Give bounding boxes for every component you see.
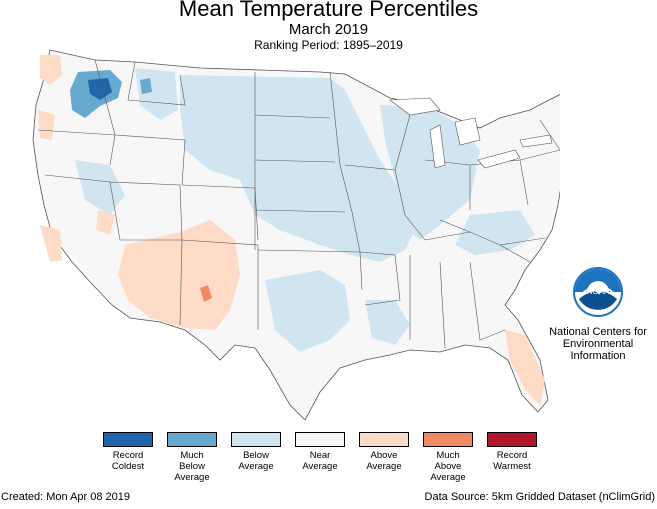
legend-label: Above xyxy=(370,450,398,461)
swatch-much-above xyxy=(423,432,473,447)
much-above-average-area xyxy=(200,285,212,302)
swatch-below xyxy=(231,432,281,447)
legend-much-below: Much Below Average xyxy=(162,432,222,483)
swatch-record-coldest xyxy=(103,432,153,447)
legend-label: Much xyxy=(436,450,460,461)
legend-label: Average xyxy=(174,472,210,483)
legend-label: Average xyxy=(302,461,338,472)
noaa-logo-icon: NOAA xyxy=(573,267,623,317)
map-title: Mean Temperature Percentiles xyxy=(178,0,479,21)
legend-label: Below xyxy=(179,461,205,472)
ncei-line-3: Information xyxy=(570,350,626,362)
legend: Record Coldest Much Below Average Below … xyxy=(98,432,538,494)
ncei-block: NOAA National Centers for Environmental … xyxy=(548,267,648,362)
ncei-line-1: National Centers for xyxy=(549,326,647,338)
swatch-much-below xyxy=(167,432,217,447)
created-date: Created: Mon Apr 08 2019 xyxy=(1,491,131,503)
title-block: Mean Temperature Percentiles March 2019 … xyxy=(0,0,657,53)
legend-label: Warmest xyxy=(493,461,531,472)
legend-label: Average xyxy=(430,472,466,483)
legend-label: Average xyxy=(366,461,402,472)
legend-above: Above Average xyxy=(354,432,414,472)
data-source: Data Source: 5km Gridded Dataset (nClimG… xyxy=(424,491,655,503)
legend-label: Much xyxy=(180,450,204,461)
record-coldest-area xyxy=(88,78,112,100)
logo-text: NOAA xyxy=(587,287,610,296)
legend-label: Coldest xyxy=(111,461,145,472)
map-subtitle: March 2019 xyxy=(288,21,369,38)
legend-label: Record xyxy=(112,450,144,461)
great-lakes xyxy=(389,97,553,169)
below-average-areas xyxy=(46,68,535,352)
ranking-period: Ranking Period: 1895–2019 xyxy=(254,38,403,52)
legend-label: Record xyxy=(496,450,528,461)
us-temperature-map xyxy=(32,49,560,420)
legend-label: Near xyxy=(309,450,331,461)
legend-record-coldest: Record Coldest xyxy=(98,432,158,472)
swatch-above xyxy=(359,432,409,447)
above-average-areas xyxy=(38,55,545,405)
state-boundaries xyxy=(37,59,560,349)
swatch-near xyxy=(295,432,345,447)
legend-label: Above xyxy=(434,461,462,472)
legend-much-above: Much Above Average xyxy=(418,432,478,483)
swatch-record-warmest xyxy=(487,432,537,447)
legend-label: Below xyxy=(243,450,269,461)
legend-near: Near Average xyxy=(290,432,350,472)
legend-record-warmest: Record Warmest xyxy=(482,432,542,472)
ncei-line-2: Environmental xyxy=(562,338,634,350)
legend-label: Average xyxy=(238,461,274,472)
legend-below: Below Average xyxy=(226,432,286,472)
